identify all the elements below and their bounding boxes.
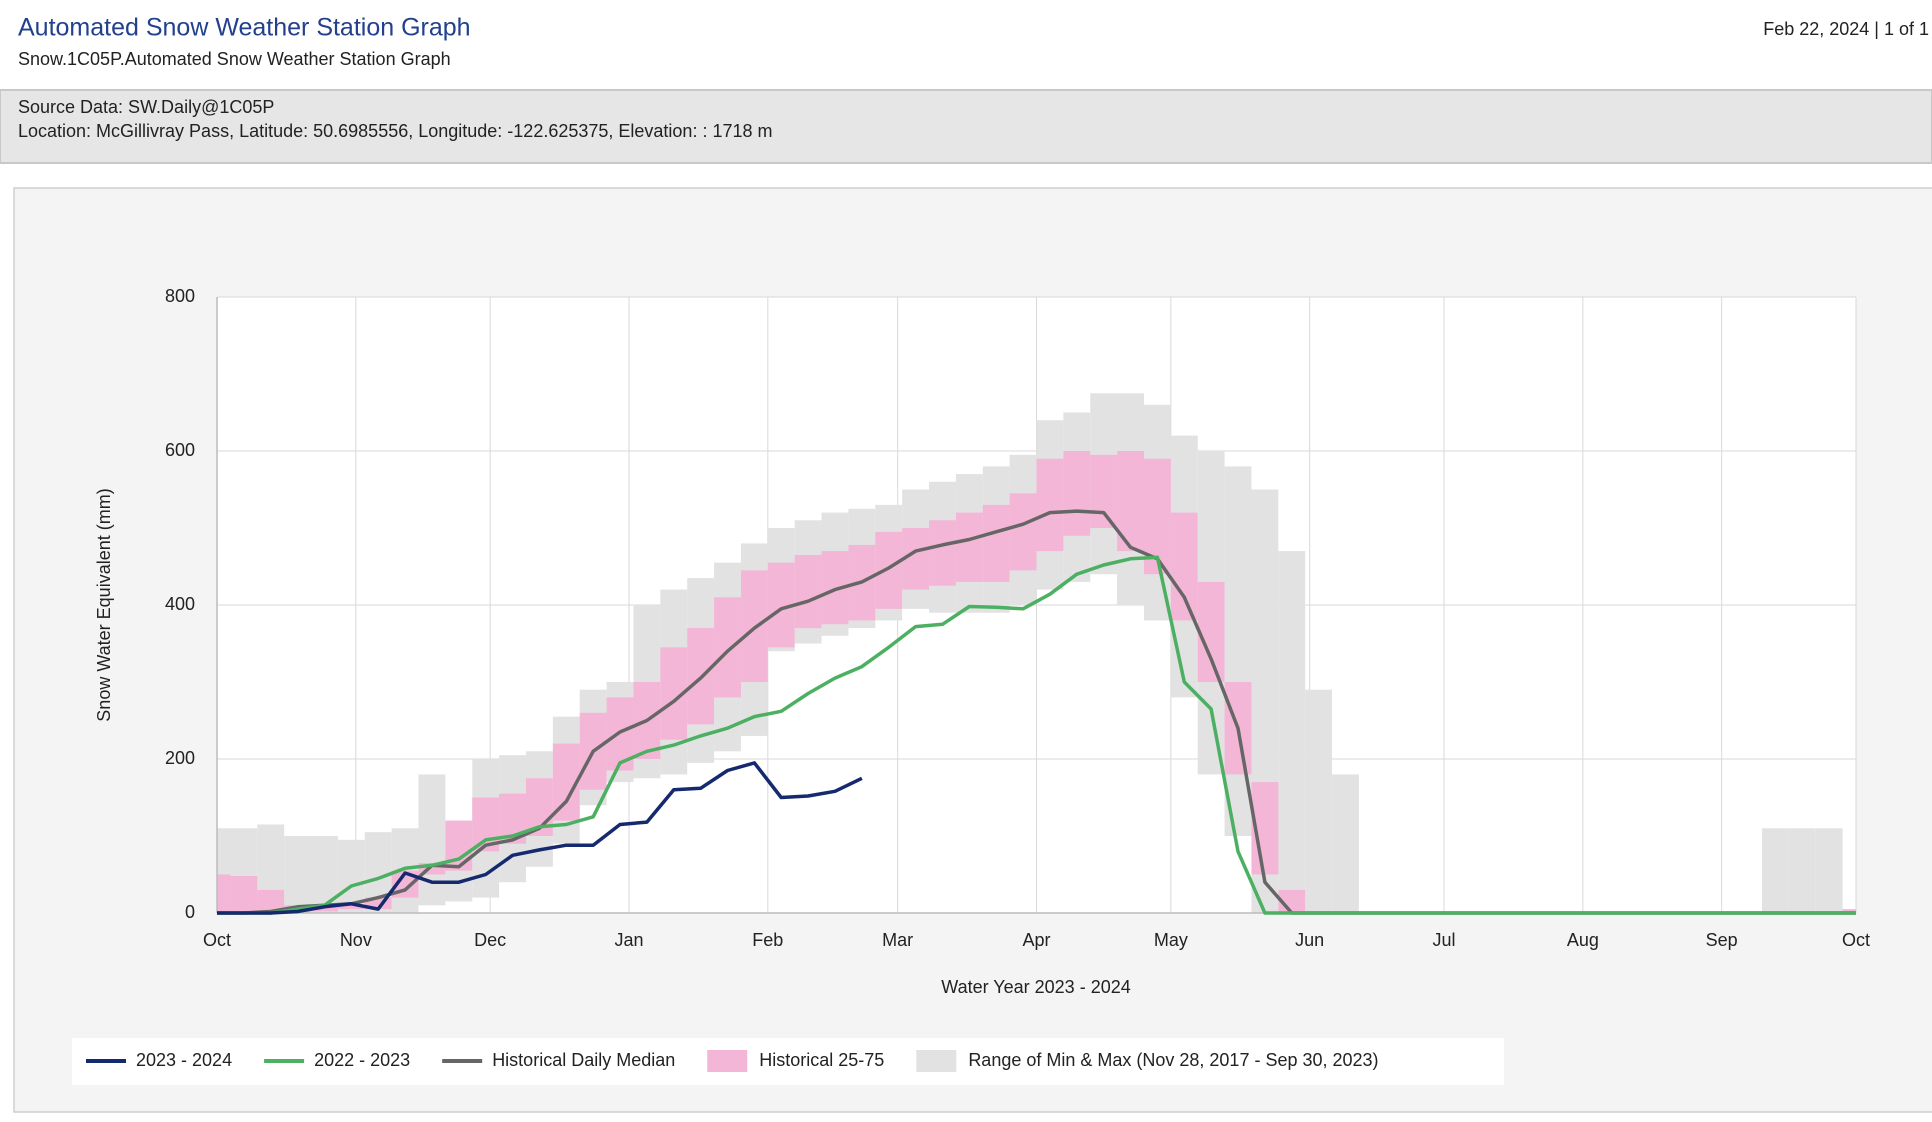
- band-segment: [1815, 828, 1843, 913]
- legend-swatch: [916, 1050, 957, 1072]
- band-segment: [875, 531, 903, 609]
- y-tick-label: 400: [165, 594, 195, 614]
- x-tick-label: Jun: [1295, 930, 1324, 950]
- x-tick-label: Feb: [752, 930, 783, 950]
- source-text: Source Data: SW.Daily@1C05P: [18, 97, 274, 117]
- plot: 0 200 400 600 800 Oct Nov Dec Jan Feb Mar Apr May Jun…: [165, 286, 1870, 950]
- x-tick-label: Jan: [614, 930, 643, 950]
- x-tick-label: Aug: [1567, 930, 1599, 950]
- legend-label: 2023 - 2024: [136, 1050, 232, 1070]
- y-tick-label: 200: [165, 748, 195, 768]
- band-segment: [1009, 493, 1037, 571]
- x-tick-label: Dec: [474, 930, 506, 950]
- band-segment: [337, 905, 365, 910]
- series-line: [217, 555, 1856, 915]
- band-segment: [1842, 909, 1856, 913]
- legend-swatch: [707, 1050, 748, 1072]
- y-tick-label: 800: [165, 286, 195, 306]
- band-segment: [1063, 451, 1091, 536]
- y-tick-label: 0: [185, 902, 195, 922]
- band-segment: [1305, 689, 1333, 913]
- band-segment: [445, 820, 473, 871]
- report-subtitle: Snow.1C05P.Automated Snow Weather Statio…: [18, 49, 451, 69]
- legend-label: 2022 - 2023: [314, 1050, 410, 1070]
- band-segment: [311, 906, 338, 912]
- x-tick-label: Mar: [882, 930, 913, 950]
- legend-label: Historical Daily Median: [492, 1050, 675, 1070]
- band-segment: [217, 874, 231, 913]
- band-segment: [257, 889, 285, 913]
- band-segment: [1090, 454, 1118, 528]
- band-segment: [230, 876, 258, 913]
- legend-label: Historical 25-75: [759, 1050, 884, 1070]
- x-tick-label: Oct: [203, 930, 231, 950]
- y-axis-label: Snow Water Equivalent (mm): [94, 488, 114, 721]
- x-tick-label: Sep: [1706, 930, 1738, 950]
- x-tick-label: Oct: [1842, 930, 1870, 950]
- y-tick-label: 600: [165, 440, 195, 460]
- band-segment: [1332, 774, 1359, 913]
- x-tick-label: May: [1154, 930, 1188, 950]
- location-text: Location: McGillivray Pass, Latitude: 50…: [18, 121, 773, 141]
- series-line: [217, 761, 863, 915]
- x-tick-label: Jul: [1433, 930, 1456, 950]
- band-segment: [284, 836, 312, 913]
- band-segment: [418, 862, 446, 875]
- band-segment: [364, 897, 392, 910]
- legend: [72, 1038, 1504, 1085]
- band-segment: [1788, 828, 1816, 913]
- band-segment: [982, 504, 1010, 582]
- band-segment: [311, 836, 338, 913]
- report-title: Automated Snow Weather Station Graph: [18, 14, 471, 42]
- band-segment: [955, 512, 983, 582]
- band-segment: [1170, 512, 1198, 621]
- x-axis-label: Water Year 2023 - 2024: [941, 977, 1130, 997]
- band-segment: [418, 774, 446, 906]
- band-segment: [1278, 551, 1306, 913]
- band-segment: [1197, 581, 1225, 682]
- band-segment: [714, 597, 741, 698]
- band-segment: [1036, 458, 1064, 552]
- info-bar: [0, 89, 1932, 164]
- band-segment: [1761, 828, 1789, 913]
- band-segment: [929, 520, 956, 586]
- band-segment: [902, 528, 930, 590]
- page-info: Feb 22, 2024 | 1 of 1: [1763, 19, 1929, 39]
- x-tick-label: Nov: [340, 930, 372, 950]
- x-tick-label: Apr: [1022, 930, 1050, 950]
- legend-entries: 2023 - 2024 2022 - 2023 Historical Daily M…: [86, 1050, 1379, 1072]
- band-segment: [794, 554, 822, 629]
- legend-label: Range of Min & Max (Nov 28, 2017 - Sep 3…: [968, 1050, 1378, 1070]
